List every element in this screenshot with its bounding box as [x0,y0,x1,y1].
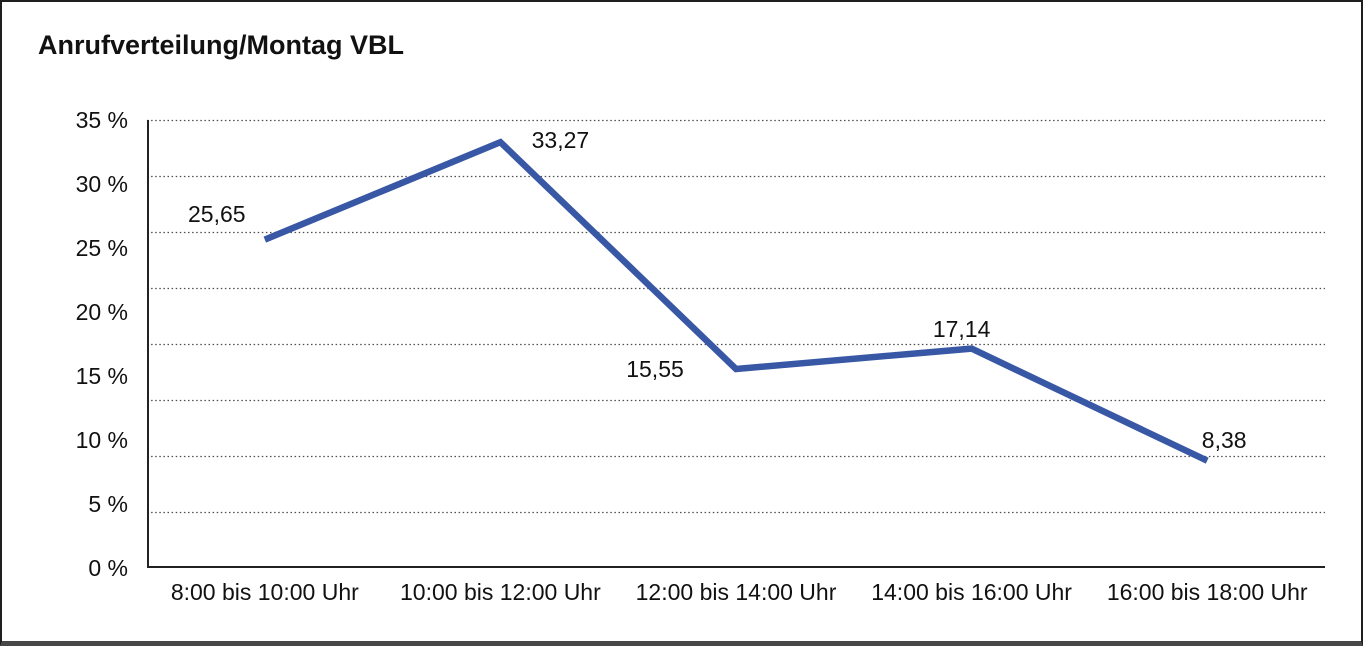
x-category-label: 14:00 bis 16:00 Uhr [871,579,1072,605]
x-category-label: 16:00 bis 18:00 Uhr [1106,579,1308,605]
y-tick-label: 35 % [75,107,128,133]
data-point-label: 25,65 [188,200,246,227]
data-point-label: 8,38 [1201,426,1247,453]
chart-title: Anrufverteilung/Montag VBL [38,30,404,60]
y-tick-label: 25 % [75,235,128,261]
x-category-label: 10:00 bis 12:00 Uhr [400,579,601,605]
y-tick-label: 10 % [75,427,128,453]
y-tick-label: 20 % [75,299,128,325]
data-point-label: 33,27 [531,127,590,154]
data-point-label: 17,14 [932,315,991,342]
y-tick-label: 15 % [75,363,128,389]
data-series-line [263,138,1209,464]
y-tick-label: 30 % [75,171,128,197]
x-category-label: 12:00 bis 14:00 Uhr [635,579,837,605]
data-point-label: 15,55 [626,355,684,382]
y-tick-label: 5 % [88,491,128,517]
y-tick-label: 0 % [88,555,128,581]
x-category-label: 8:00 bis 10:00 Uhr [170,579,359,605]
